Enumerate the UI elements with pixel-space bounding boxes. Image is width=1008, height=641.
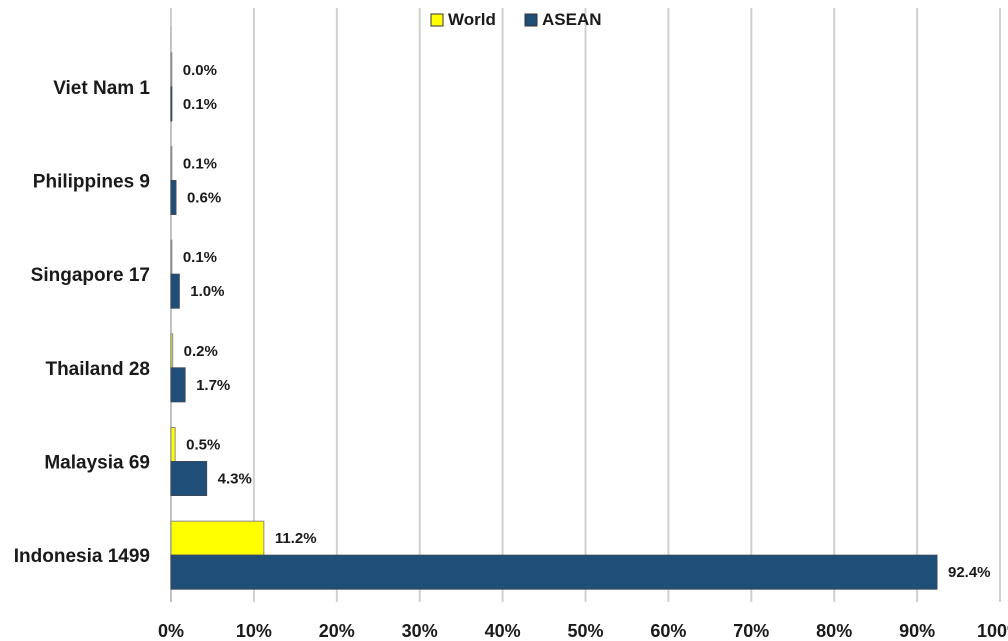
- value-label-world-singapore-17: 0.1%: [183, 249, 217, 266]
- x-axis-ticks: 0% 10% 20% 30% 40% 50% 60% 70% 80% 90% 100%: [158, 621, 1008, 641]
- bar-world-viet-nam-1: [170, 52, 173, 88]
- x-tick-label: 30%: [402, 621, 438, 641]
- value-label-world-thailand-28: 0.2%: [184, 343, 218, 360]
- legend-swatch-asean: [524, 13, 538, 27]
- x-tick-label: 10%: [236, 621, 272, 641]
- category-label: Indonesia 1499: [14, 546, 150, 567]
- value-label-asean-singapore-17: 1.0%: [190, 283, 224, 300]
- category-label: Singapore 17: [31, 265, 150, 286]
- value-label-asean-malaysia-69: 4.3%: [218, 471, 252, 488]
- bar-asean-viet-nam-1: [170, 86, 173, 122]
- category-label: Thailand 28: [45, 359, 150, 380]
- bars: [170, 52, 938, 590]
- bar-world-singapore-17: [170, 239, 173, 275]
- bar-asean-thailand-28: [170, 367, 186, 403]
- category-label: Malaysia 69: [44, 453, 150, 474]
- value-label-world-philippines-9: 0.1%: [183, 156, 217, 173]
- bar-asean-indonesia-1499: [170, 554, 938, 590]
- category-labels: Viet Nam 1 Philippines 9 Singapore 17 Thail…: [14, 78, 151, 567]
- bar-world-indonesia-1499: [170, 520, 265, 556]
- category-label: Philippines 9: [33, 172, 150, 193]
- legend: World ASEAN: [430, 10, 602, 29]
- value-label-asean-philippines-9: 0.6%: [187, 190, 221, 207]
- value-label-asean-viet-nam-1: 0.1%: [183, 96, 217, 113]
- legend-label-world: World: [448, 10, 496, 29]
- bar-asean-philippines-9: [170, 180, 177, 215]
- bar-world-thailand-28: [170, 333, 174, 369]
- x-tick-label: 50%: [567, 621, 603, 641]
- x-tick-label: 70%: [733, 621, 769, 641]
- value-label-asean-thailand-28: 1.7%: [196, 377, 230, 394]
- value-labels: 0.0% 0.1% 0.1% 0.6% 0.1% 1.0% 0.2% 1.7% 0.5% 4.3%…: [183, 62, 991, 581]
- x-tick-label: 100%: [977, 621, 1008, 641]
- bar-world-philippines-9: [170, 146, 173, 181]
- bar-asean-malaysia-69: [170, 461, 208, 496]
- bar-world-malaysia-69: [170, 427, 176, 462]
- value-label-world-indonesia-1499: 11.2%: [275, 530, 317, 547]
- legend-swatch-world: [430, 13, 444, 27]
- value-label-asean-indonesia-1499: 92.4%: [948, 564, 991, 581]
- gridlines: [170, 8, 1001, 602]
- bar-asean-singapore-17: [170, 273, 180, 309]
- value-label-world-viet-nam-1: 0.0%: [183, 62, 217, 79]
- category-label: Viet Nam 1: [53, 78, 150, 99]
- x-tick-label: 60%: [650, 621, 686, 641]
- legend-label-asean: ASEAN: [542, 10, 602, 29]
- x-tick-label: 90%: [899, 621, 935, 641]
- x-tick-label: 20%: [319, 621, 355, 641]
- x-tick-label: 0%: [158, 621, 184, 641]
- x-tick-label: 40%: [485, 621, 521, 641]
- x-tick-label: 80%: [816, 621, 852, 641]
- value-label-world-malaysia-69: 0.5%: [186, 437, 220, 454]
